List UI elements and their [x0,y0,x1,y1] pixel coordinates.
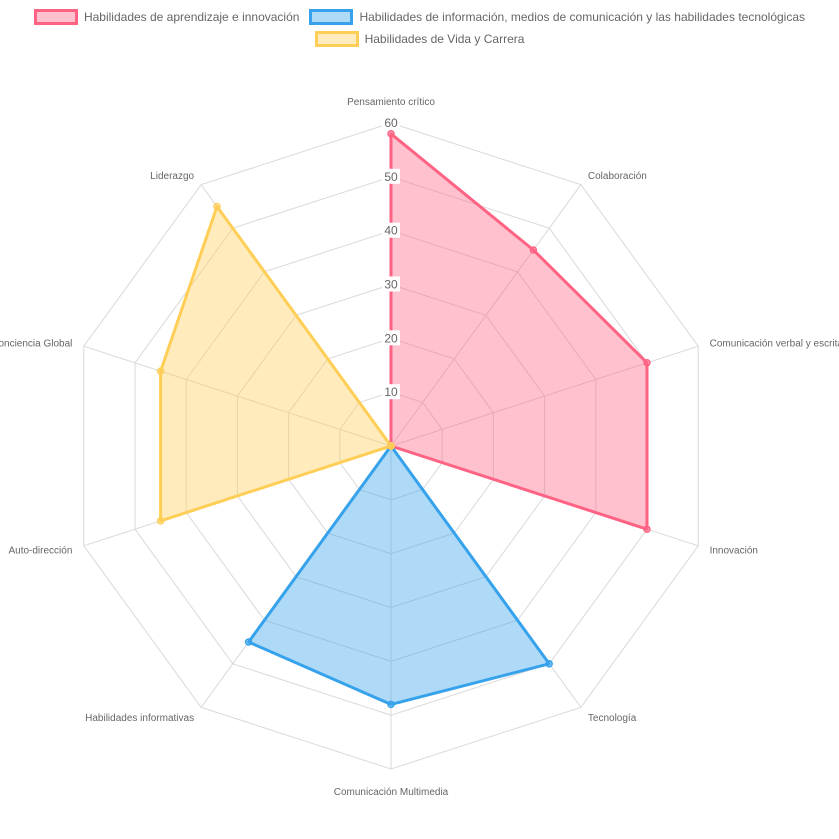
tick-backdrop [382,115,400,130]
tick-backdrop [382,222,400,238]
tick-label-60: 60 [384,116,398,130]
series-area-0 [389,132,649,531]
tick-backdrop [382,276,400,292]
data-point-1-5[interactable] [387,700,395,709]
radar-ticks: 10 20 30 40 50 60 [382,115,400,400]
tick-label-30: 30 [384,278,398,292]
data-point-2-8[interactable] [156,367,165,375]
series-area-1 [247,444,551,706]
tick-label-10: 10 [384,385,398,399]
tick-backdrop [382,168,400,184]
point-label-2: Comunicación verbal y escrita [710,339,839,350]
radar-point-labels: Pensamiento crítico Colaboración Comunicac… [0,97,839,798]
point-label-7: Auto-dirección [8,546,72,557]
legend-item-aprendizaje[interactable]: Habilidades de aprendizaje e innovación [33,9,300,25]
angle-line [390,184,582,447]
point-label-4: Tecnología [588,713,637,724]
data-point-0-1[interactable] [529,246,538,254]
data-point-0-0[interactable] [387,130,395,138]
tick-backdrop [382,384,400,400]
data-point-1-6[interactable] [244,638,253,646]
data-point-0-3[interactable] [643,525,651,533]
legend-label-informacion: Habilidades de información, medios de co… [359,10,806,24]
point-label-8: Conciencia Global [0,339,72,350]
data-point-1-4[interactable] [545,660,553,668]
legend-swatch-informacion [309,9,354,25]
tick-label-50: 50 [384,170,398,184]
series-area-2 [159,205,393,523]
point-label-6: Habilidades informativas [85,713,194,724]
tick-label-40: 40 [384,224,398,238]
angle-line [83,345,392,447]
tick-backdrop [382,330,400,346]
legend-item-informacion[interactable]: Habilidades de información, medios de co… [309,9,805,25]
tick-label-20: 20 [384,331,398,345]
point-label-3: Innovación [710,546,758,557]
point-label-0: Pensamiento crítico [347,97,435,108]
point-label-5: Comunicación Multimedia [334,787,449,798]
data-point-2-6[interactable] [387,442,395,450]
legend-label-aprendizaje: Habilidades de aprendizaje e innovación [83,10,300,24]
legend-item-vida-carrera[interactable]: Habilidades de Vida y Carrera [314,31,525,47]
point-label-1: Colaboración [588,171,647,182]
point-label-9: Liderazgo [150,171,194,182]
legend-label-vida-carrera: Habilidades de Vida y Carrera [364,32,525,46]
data-point-2-7[interactable] [156,517,165,525]
data-point-2-9[interactable] [213,202,221,211]
data-point-0-2[interactable] [643,359,651,367]
legend-swatch-vida-carrera [314,31,359,47]
radar-series [156,130,651,709]
legend-swatch-aprendizaje [33,9,78,25]
chart-legend: Habilidades de aprendizaje e innovación … [0,6,839,50]
